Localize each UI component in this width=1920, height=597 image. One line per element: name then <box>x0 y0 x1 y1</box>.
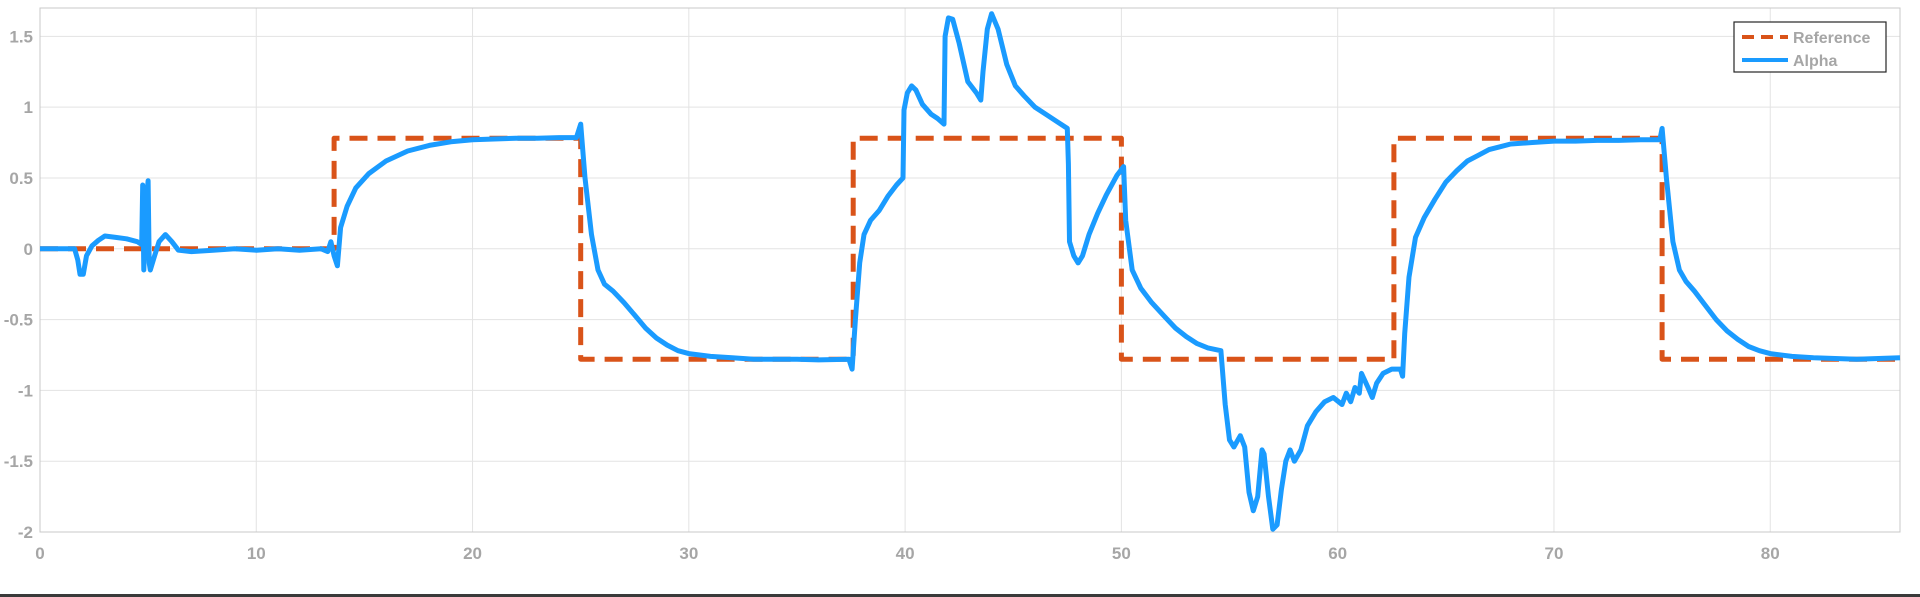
series-line-alpha <box>40 11 1901 532</box>
legend: Reference Alpha <box>1733 21 1887 73</box>
legend-label-alpha: Alpha <box>1793 53 1838 70</box>
series-lines <box>40 11 1901 532</box>
x-tick-label: 20 <box>463 544 482 563</box>
y-tick-label: -0.5 <box>4 311 33 330</box>
x-tick-label: 60 <box>1328 544 1347 563</box>
x-axis-ticks: 0 10 20 30 40 50 60 70 80 <box>35 544 1779 563</box>
x-tick-label: 70 <box>1544 544 1563 563</box>
legend-label-reference: Reference <box>1793 30 1870 47</box>
y-tick-label: -1 <box>18 381 33 400</box>
legend-box <box>1733 21 1887 73</box>
x-tick-label: 80 <box>1761 544 1780 563</box>
x-tick-label: 0 <box>35 544 44 563</box>
y-tick-label: 1.5 <box>9 27 33 46</box>
x-tick-label: 10 <box>247 544 266 563</box>
series-line-reference <box>40 135 1900 362</box>
y-tick-label: -2 <box>18 523 33 542</box>
y-axis-ticks: 1.5 1 0.5 0 -0.5 -1 -1.5 -2 <box>4 27 33 542</box>
x-tick-label: 30 <box>679 544 698 563</box>
y-tick-label: -1.5 <box>4 452 33 471</box>
y-tick-label: 0.5 <box>9 169 33 188</box>
y-tick-label: 0 <box>24 240 33 259</box>
grid-lines <box>40 8 1900 532</box>
x-tick-label: 50 <box>1112 544 1131 563</box>
y-tick-label: 1 <box>24 98 33 117</box>
plot-area-border <box>39 7 1901 533</box>
x-tick-label: 40 <box>896 544 915 563</box>
